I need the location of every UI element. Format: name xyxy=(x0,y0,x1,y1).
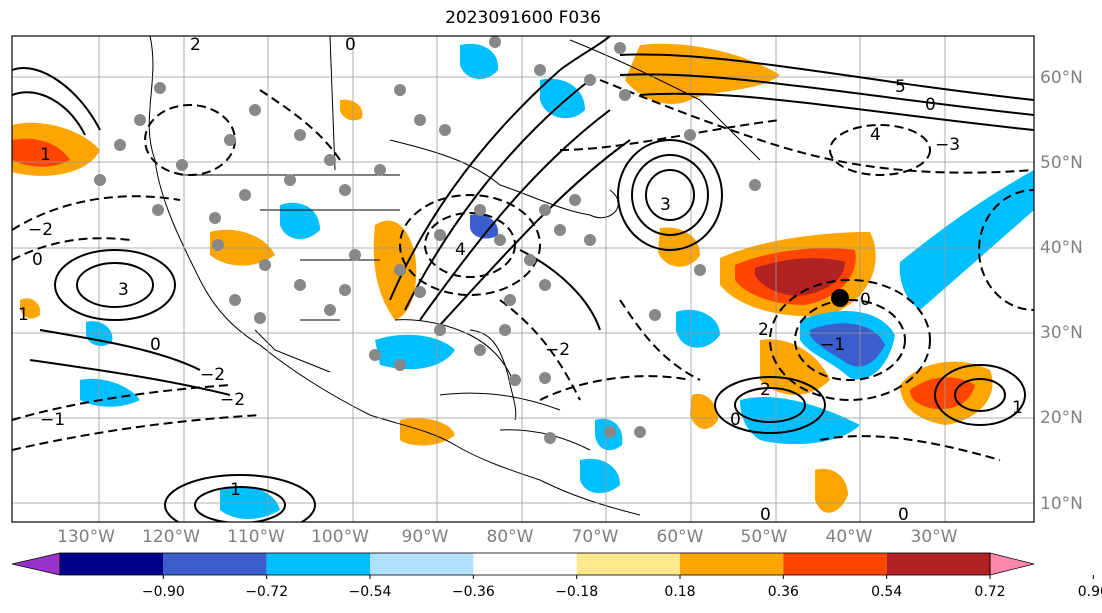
svg-text:0: 0 xyxy=(860,290,871,310)
colorbar-swatch xyxy=(576,553,680,575)
svg-text:−1: −1 xyxy=(40,410,65,430)
contour-labels: 3 4 5 0 −3 2 −1 0 0 2 1 −2 −2 −1 0 −2 0 … xyxy=(18,35,1023,525)
svg-text:2: 2 xyxy=(190,35,201,55)
weather-map: 3 4 5 0 −3 2 −1 0 0 2 1 −2 −2 −1 0 −2 0 … xyxy=(11,35,1035,525)
colorbar-tick-label: 0.54 xyxy=(871,584,903,600)
colorbar-min-extension xyxy=(11,552,61,576)
colorbar-tick-label: 0.90 xyxy=(1077,584,1102,600)
svg-text:−2: −2 xyxy=(220,390,245,410)
svg-text:3: 3 xyxy=(660,195,671,215)
lat-label: 50°N xyxy=(1040,153,1083,173)
svg-text:2: 2 xyxy=(760,380,771,400)
colorbar-swatch xyxy=(370,553,474,575)
svg-text:1: 1 xyxy=(230,480,241,500)
svg-text:0: 0 xyxy=(345,35,356,55)
svg-text:0: 0 xyxy=(760,505,771,525)
lon-label: 80°W xyxy=(486,527,534,547)
station-markers xyxy=(94,36,761,444)
svg-text:−2: −2 xyxy=(545,340,570,360)
svg-text:−2: −2 xyxy=(28,220,53,240)
colorbar-tick-label: 0.18 xyxy=(664,584,696,600)
lat-label: 20°N xyxy=(1040,408,1083,428)
colorbar xyxy=(11,552,1094,579)
svg-text:0: 0 xyxy=(730,410,741,430)
lon-label: 40°W xyxy=(825,527,873,547)
svg-text:0: 0 xyxy=(150,335,161,355)
svg-text:−3: −3 xyxy=(935,135,960,155)
svg-text:4: 4 xyxy=(455,240,466,260)
svg-text:0: 0 xyxy=(32,250,43,270)
svg-text:5: 5 xyxy=(895,77,906,97)
lon-label: 100°W xyxy=(311,527,369,547)
colorbar-tick-label: −0.36 xyxy=(451,584,495,600)
target-marker xyxy=(831,289,849,307)
colorbar-swatch xyxy=(680,553,784,575)
colorbar-tick-label: −0.72 xyxy=(245,584,289,600)
svg-text:4: 4 xyxy=(870,125,881,145)
svg-text:0: 0 xyxy=(925,95,936,115)
lat-label: 40°N xyxy=(1040,238,1083,258)
colorbar-swatch xyxy=(473,553,577,575)
anomaly-shading xyxy=(12,43,1034,519)
lon-label: 90°W xyxy=(401,527,449,547)
lon-label: 30°W xyxy=(910,527,958,547)
lon-label: 50°W xyxy=(740,527,788,547)
colorbar-swatch xyxy=(60,553,164,575)
svg-text:1: 1 xyxy=(1012,398,1023,418)
map-title: 2023091600 F036 xyxy=(445,8,601,28)
colorbar-swatch xyxy=(163,553,267,575)
colorbar-tick-label: −0.54 xyxy=(348,584,392,600)
dashed-contours xyxy=(12,79,1034,461)
svg-text:−2: −2 xyxy=(200,365,225,385)
svg-text:0: 0 xyxy=(898,505,909,525)
colorbar-swatch xyxy=(886,553,990,575)
svg-text:1: 1 xyxy=(40,145,51,165)
lat-label: 30°N xyxy=(1040,323,1083,343)
lon-label: 130°W xyxy=(57,527,115,547)
colorbar-swatch xyxy=(266,553,370,575)
lon-label: 110°W xyxy=(227,527,285,547)
svg-text:1: 1 xyxy=(18,305,29,325)
lon-label: 70°W xyxy=(571,527,619,547)
solid-contours xyxy=(12,36,1034,522)
lon-label: 60°W xyxy=(656,527,704,547)
svg-text:3: 3 xyxy=(118,280,129,300)
svg-text:−1: −1 xyxy=(820,335,845,355)
lat-label: 10°N xyxy=(1040,494,1083,514)
svg-text:2: 2 xyxy=(758,320,769,340)
colorbar-swatch xyxy=(783,553,887,575)
colorbar-tick-label: −0.18 xyxy=(555,584,599,600)
colorbar-tick-label: −0.90 xyxy=(141,584,185,600)
lat-label: 60°N xyxy=(1040,68,1083,88)
colorbar-tick-label: 0.36 xyxy=(767,584,799,600)
colorbar-max-extension xyxy=(989,552,1035,576)
colorbar-frame xyxy=(59,552,991,576)
colorbar-tick-label: 0.72 xyxy=(974,584,1006,600)
lon-label: 120°W xyxy=(142,527,200,547)
